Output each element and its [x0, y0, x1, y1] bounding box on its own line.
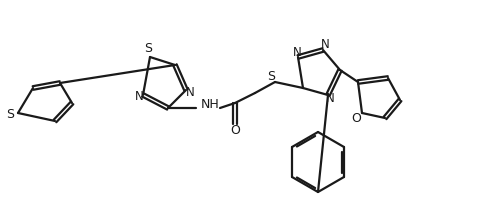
Text: NH: NH — [201, 97, 219, 110]
Text: O: O — [351, 112, 361, 124]
Text: S: S — [144, 42, 152, 55]
Text: N: N — [326, 91, 334, 105]
Text: N: N — [186, 86, 194, 99]
Text: N: N — [135, 91, 143, 103]
Text: S: S — [6, 109, 14, 122]
Text: O: O — [230, 124, 240, 137]
Text: S: S — [267, 69, 275, 82]
Text: N: N — [321, 38, 329, 51]
Text: N: N — [292, 46, 301, 59]
